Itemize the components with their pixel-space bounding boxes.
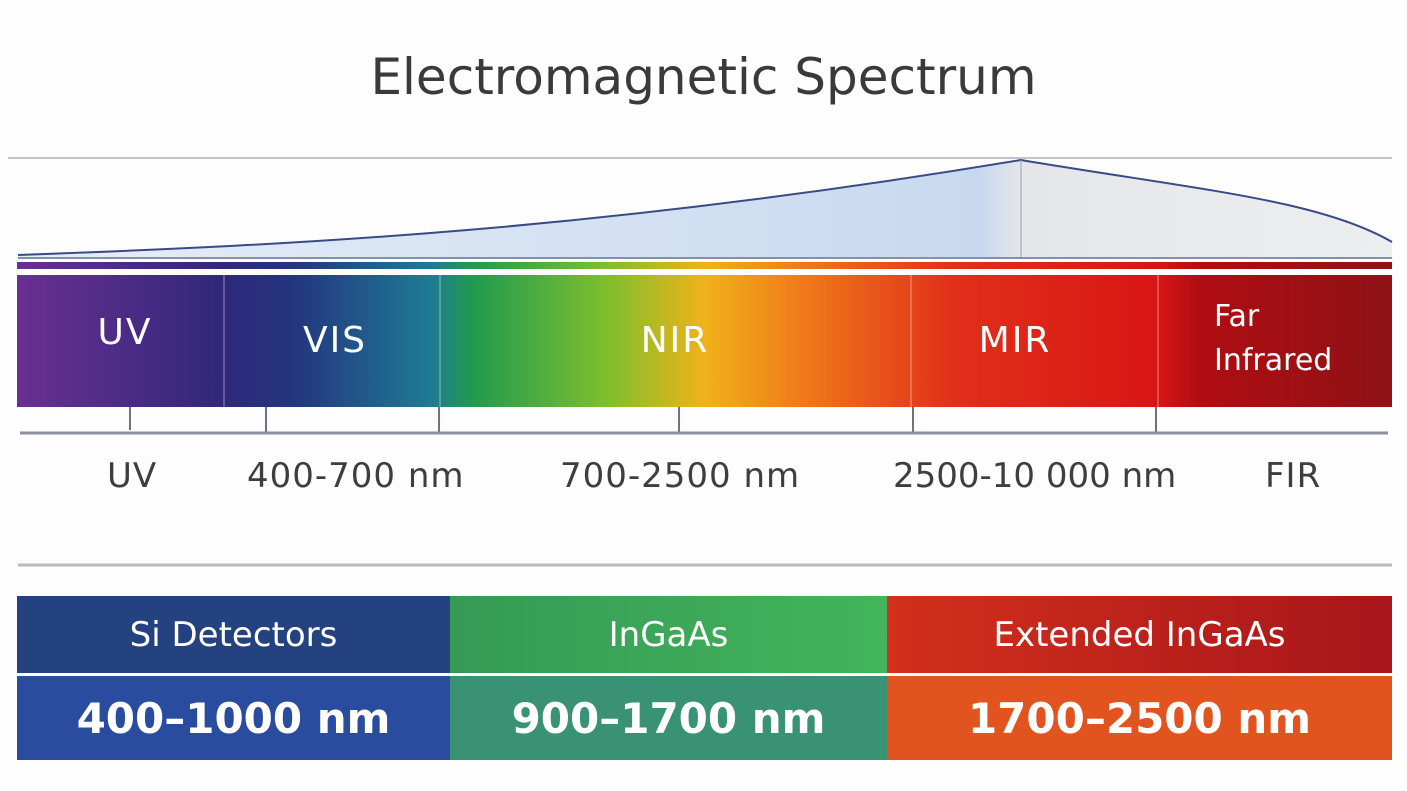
band-mir: MIR	[978, 320, 1052, 361]
band-far-infrared: Far Infrared	[1200, 295, 1350, 383]
intensity-curve	[17, 158, 1393, 256]
band-uv: UV	[97, 312, 153, 353]
axis-ticks	[129, 407, 1157, 433]
axis-label-vis: 400-700 nm	[247, 456, 465, 496]
band-vis: VIS	[302, 320, 368, 361]
band-far-line1: Far	[1214, 299, 1260, 334]
detector-ext-ingaas-name: Extended InGaAs	[887, 596, 1392, 673]
axis-label-mir: 2500-10 000 nm	[893, 456, 1177, 496]
axis-label-nir: 700-2500 nm	[560, 456, 801, 496]
detector-ext-ingaas-range: 1700–2500 nm	[887, 676, 1392, 760]
axis-label-fir: FIR	[1265, 456, 1322, 496]
detector-ingaas-range: 900–1700 nm	[450, 676, 887, 760]
intensity-curve-fill	[18, 160, 1392, 258]
band-far-line2: Infrared	[1214, 343, 1333, 378]
band-nir: NIR	[640, 320, 710, 361]
detector-ingaas-name: InGaAs	[450, 596, 887, 673]
spectrum-bar	[17, 275, 1392, 407]
spectrum-strip	[17, 262, 1392, 269]
detector-si-name: Si Detectors	[17, 596, 450, 673]
detector-si-range: 400–1000 nm	[17, 676, 450, 760]
page-title: Electromagnetic Spectrum	[370, 48, 1037, 106]
axis-label-uv: UV	[107, 456, 158, 496]
